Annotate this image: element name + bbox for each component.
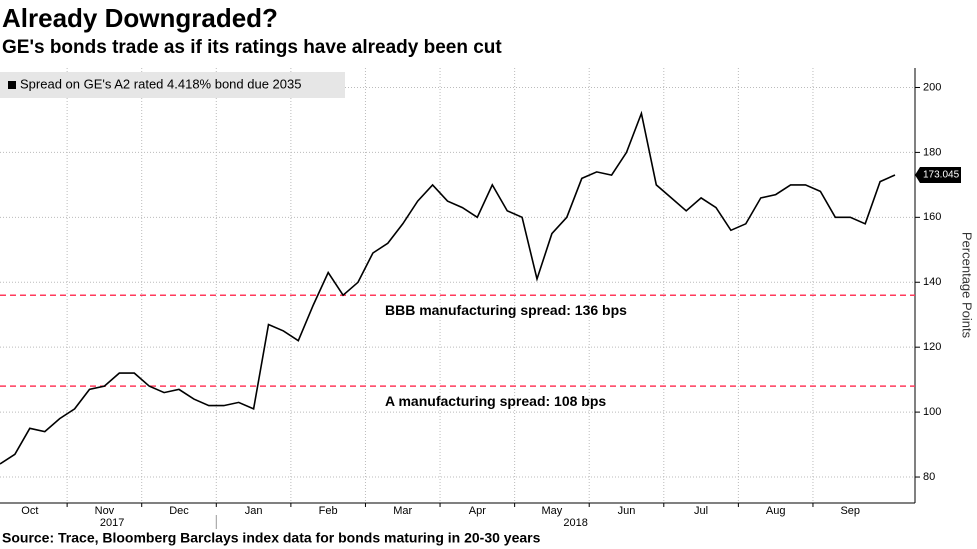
chart-title: Already Downgraded? bbox=[2, 3, 278, 33]
legend-box bbox=[0, 72, 345, 98]
y-tick-label: 120 bbox=[923, 341, 941, 353]
y-tick-label: 80 bbox=[923, 471, 935, 483]
x-tick-label: May bbox=[542, 505, 563, 517]
last-value-label: 173.045 bbox=[923, 170, 960, 181]
x-tick-label: Sep bbox=[840, 505, 860, 517]
x-tick-label: Oct bbox=[21, 505, 38, 517]
legend-label: Spread on GE's A2 rated 4.418% bond due … bbox=[20, 76, 301, 91]
y-tick-label: 160 bbox=[923, 211, 941, 223]
source: Source: Trace, Bloomberg Barclays index … bbox=[2, 530, 541, 546]
y-axis-label: Percentage Points bbox=[960, 232, 975, 339]
legend-swatch bbox=[8, 81, 16, 89]
year-label: 2017 bbox=[100, 517, 124, 529]
x-tick-label: Dec bbox=[169, 505, 189, 517]
x-tick-label: Feb bbox=[319, 505, 338, 517]
y-tick-label: 100 bbox=[923, 406, 941, 418]
y-tick-label: 200 bbox=[923, 81, 941, 93]
year-label: 2018 bbox=[563, 517, 587, 529]
y-tick-label: 140 bbox=[923, 276, 941, 288]
last-value-box bbox=[915, 166, 961, 183]
x-tick-label: Mar bbox=[393, 505, 412, 517]
y-tick-label: 180 bbox=[923, 146, 941, 158]
x-tick-label: Jul bbox=[694, 505, 708, 517]
x-tick-label: Jun bbox=[618, 505, 636, 517]
reference-label: A manufacturing spread: 108 bps bbox=[385, 393, 606, 409]
chart-subtitle: GE's bonds trade as if its ratings have … bbox=[2, 37, 502, 58]
x-tick-label: Jan bbox=[245, 505, 263, 517]
x-tick-label: Apr bbox=[469, 505, 486, 517]
x-tick-label: Nov bbox=[95, 505, 115, 517]
line-series bbox=[0, 110, 896, 465]
reference-label: BBB manufacturing spread: 136 bps bbox=[385, 302, 627, 318]
x-tick-label: Aug bbox=[766, 505, 786, 517]
